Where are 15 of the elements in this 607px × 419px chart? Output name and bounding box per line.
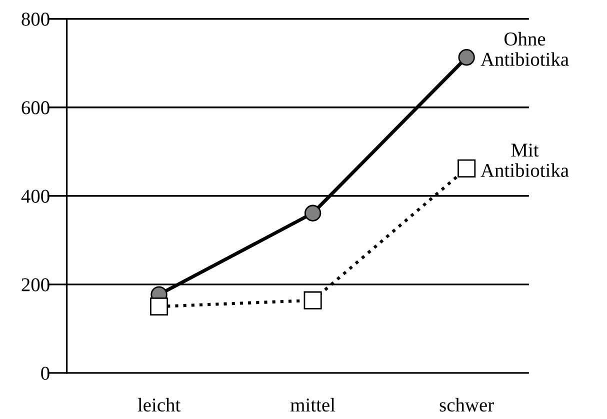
y-tick-label: 400 xyxy=(21,190,50,203)
y-tick-label: 200 xyxy=(22,278,50,292)
series-label: Mit Antibiotika xyxy=(480,144,569,177)
y-tick-label: 800 xyxy=(22,12,50,26)
x-tick-label: mittel xyxy=(290,398,336,412)
point xyxy=(458,49,475,66)
y-tick-label: 0 xyxy=(41,366,50,380)
x-tick-label: schwer xyxy=(440,398,494,412)
y-tick-label: 600 xyxy=(22,101,50,114)
point xyxy=(458,159,476,178)
series-label: Ohne Antibiotika xyxy=(480,32,569,66)
point xyxy=(304,291,322,310)
x-tick-label: leicht xyxy=(138,398,181,412)
point xyxy=(150,297,168,316)
point xyxy=(304,204,322,222)
